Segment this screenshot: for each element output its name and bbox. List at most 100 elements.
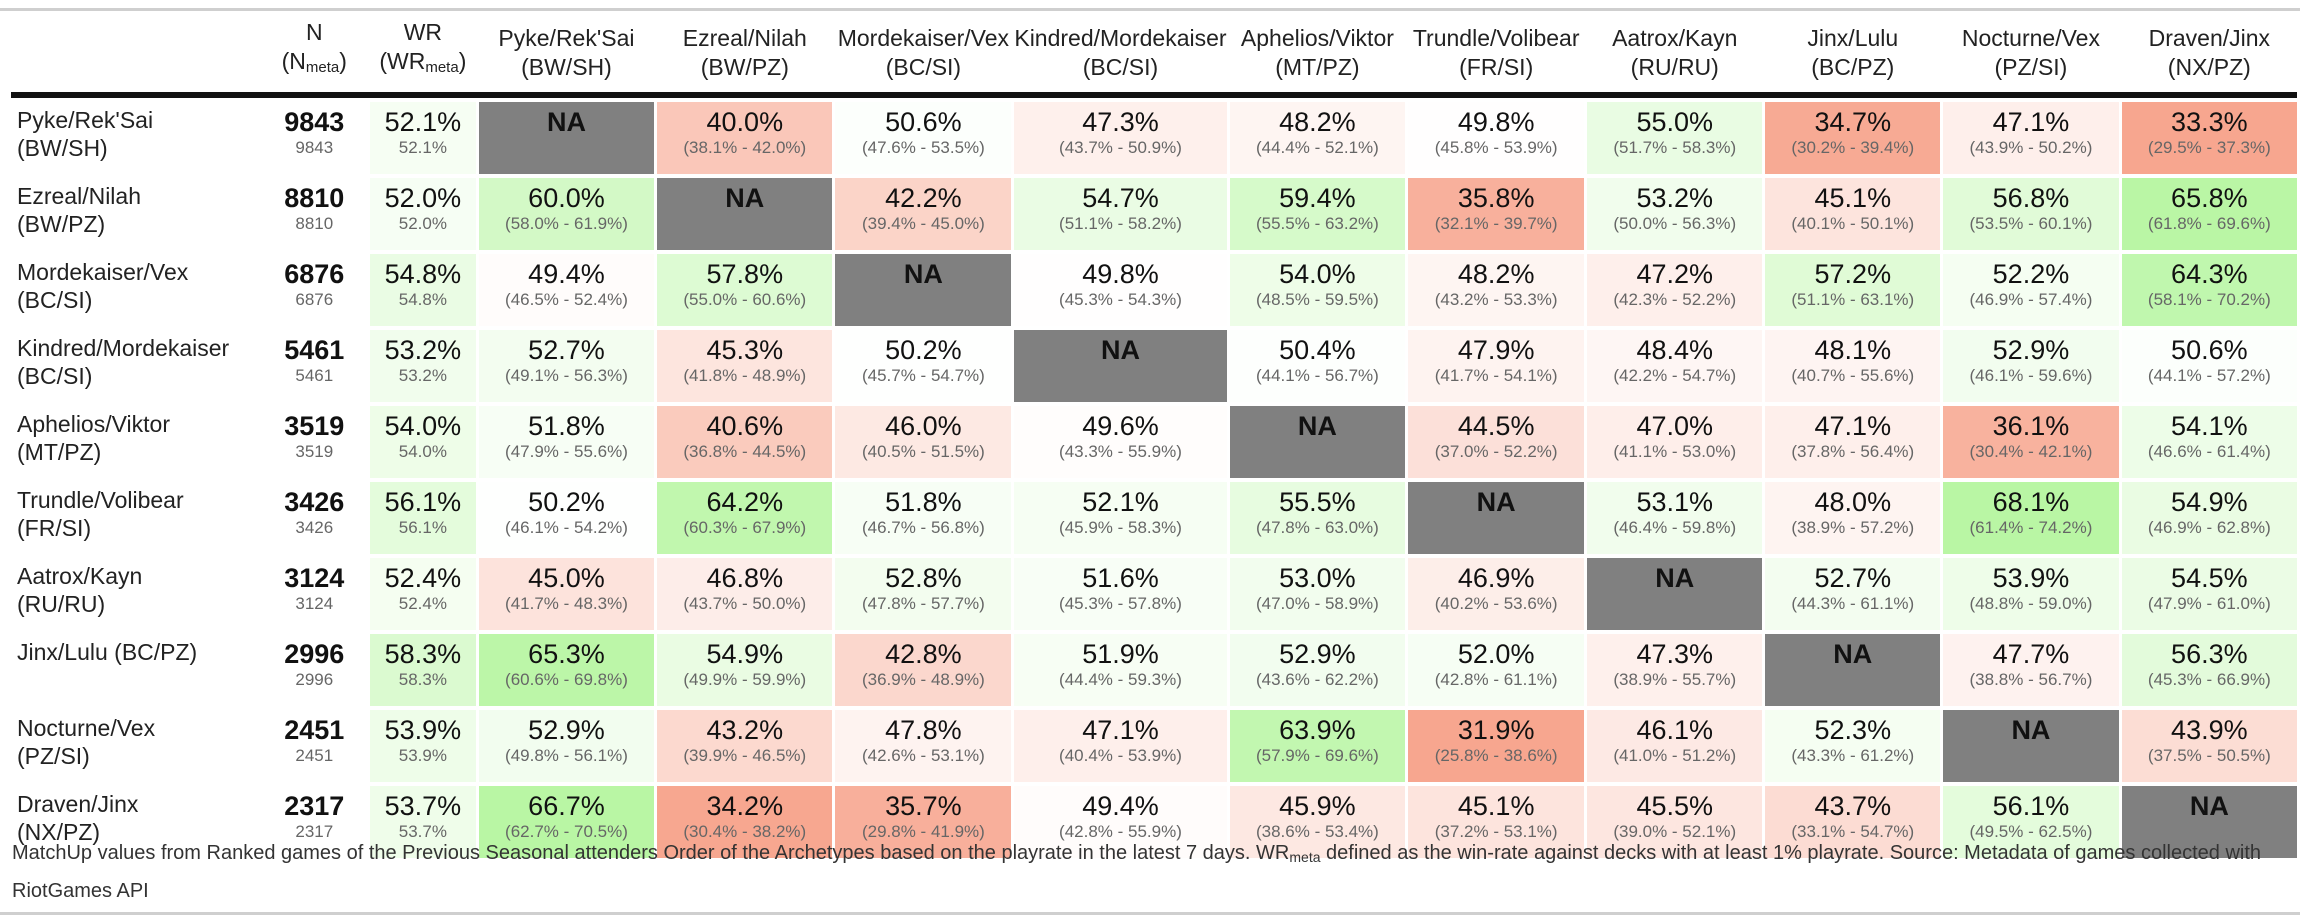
matchup-ci: (37.8% - 56.4%) xyxy=(1791,442,1915,461)
matchup-ci: (55.0% - 60.6%) xyxy=(683,290,807,309)
matchup-winrate: 55.0% xyxy=(1636,107,1714,137)
matchup-winrate: 33.3% xyxy=(2171,107,2248,137)
row-label: Aatrox/Kayn (RU/RU) xyxy=(11,558,259,630)
matchup-ci: (41.0% - 51.2%) xyxy=(1613,746,1737,765)
column-header: Pyke/Rek'Sai (BW/SH) xyxy=(479,18,654,88)
matchup-ci: (47.8% - 57.7%) xyxy=(861,594,985,613)
matchup-winrate: 52.1% xyxy=(1082,487,1159,517)
matchup-winrate: 34.7% xyxy=(1814,107,1892,137)
matchup-winrate: 49.4% xyxy=(1082,791,1159,821)
column-header: Ezreal/Nilah (BW/PZ) xyxy=(657,18,832,88)
wr-cell: 53.2% 53.2% xyxy=(370,330,476,402)
na-cell: NA xyxy=(1943,710,2119,782)
matchup-cell: 56.8% (53.5% - 60.1%) xyxy=(1943,178,2119,250)
matchup-winrate: 65.3% xyxy=(528,639,605,669)
matchup-winrate: 52.9% xyxy=(1992,335,2070,365)
column-header-name: Pyke/Rek'Sai xyxy=(498,25,635,51)
matchup-cell: 59.4% (55.5% - 63.2%) xyxy=(1229,178,1406,250)
matchup-cell: 48.4% (42.2% - 54.7%) xyxy=(1587,330,1763,402)
matchup-cell: 47.1% (43.9% - 50.2%) xyxy=(1943,102,2119,174)
matchup-cell: 43.2% (39.9% - 46.5%) xyxy=(657,710,833,782)
column-header-name: Ezreal/Nilah xyxy=(682,25,807,51)
matchup-cell: 47.1% (37.8% - 56.4%) xyxy=(1765,406,1941,478)
wr-meta-value: 54.8% xyxy=(398,290,447,309)
column-header-name: Jinx/Lulu xyxy=(1807,25,1899,51)
matchup-winrate: 52.2% xyxy=(1992,259,2070,289)
matchup-ci: (42.8% - 55.9%) xyxy=(1059,822,1182,841)
table-row: Mordekaiser/Vex (BC/SI) 6876 6876 54.8% 54.8%… xyxy=(11,254,2297,326)
column-header: Draven/Jinx (NX/PZ) xyxy=(2122,18,2297,88)
matchup-cell: 33.3% (29.5% - 37.3%) xyxy=(2121,102,2297,174)
matchup-ci: (46.1% - 54.2%) xyxy=(505,518,628,537)
wr-meta-label: (WRmeta) xyxy=(379,48,467,76)
matchup-cell: 48.2% (43.2% - 53.3%) xyxy=(1408,254,1585,326)
matchup-cell: 50.4% (44.1% - 56.7%) xyxy=(1229,330,1406,402)
matchup-cell: 47.2% (42.3% - 52.2%) xyxy=(1587,254,1763,326)
matchup-winrate: 43.2% xyxy=(706,715,784,745)
matchup-cell: 54.9% (49.9% - 59.9%) xyxy=(657,634,833,706)
table-row: Nocturne/Vex (PZ/SI) 2451 2451 53.9% 53.9% 52.… xyxy=(11,710,2297,782)
n-meta-value: 2317 xyxy=(295,822,334,841)
matchup-cell: 66.7% (62.7% - 70.5%) xyxy=(478,786,655,858)
matchup-winrate: 51.8% xyxy=(528,411,605,441)
matchup-ci: (45.3% - 66.9%) xyxy=(2147,670,2271,689)
matchup-cell: 54.0% (48.5% - 59.5%) xyxy=(1229,254,1406,326)
wr-cell: 53.9% 53.9% xyxy=(370,710,476,782)
matchup-cell: 68.1% (61.4% - 74.2%) xyxy=(1943,482,2119,554)
matchup-winrate: 51.8% xyxy=(885,487,962,517)
matchup-cell: 45.1% (37.2% - 53.1%) xyxy=(1408,786,1585,858)
table-row: Aatrox/Kayn (RU/RU) 3124 3124 52.4% 52.4% 45.0… xyxy=(11,558,2297,630)
matchup-ci: (37.5% - 50.5%) xyxy=(2147,746,2271,765)
column-header: Aatrox/Kayn (RU/RU) xyxy=(1587,18,1762,88)
matchup-winrate: 47.7% xyxy=(1992,639,2070,669)
matchup-cell: 35.7% (29.8% - 41.9%) xyxy=(835,786,1012,858)
na-cell: NA xyxy=(1229,406,1406,478)
wr-value: 52.0% xyxy=(384,183,462,213)
matchup-winrate: 48.0% xyxy=(1814,487,1892,517)
n-meta-sub: meta xyxy=(305,59,340,76)
row-label: Trundle/Volibear (FR/SI) xyxy=(11,482,259,554)
matchup-winrate: 50.6% xyxy=(885,107,962,137)
column-header-regions: (PZ/SI) xyxy=(1994,54,2068,80)
matchup-winrate: 68.1% xyxy=(1992,487,2070,517)
matchup-winrate: 45.5% xyxy=(1636,791,1714,821)
matchup-winrate: 47.8% xyxy=(885,715,962,745)
matchup-ci: (47.6% - 53.5%) xyxy=(861,138,985,157)
matchup-winrate: 44.5% xyxy=(1457,411,1535,441)
table-row: Ezreal/Nilah (BW/PZ) 8810 8810 52.0% 52.0% 60.… xyxy=(11,178,2297,250)
footnote-part1: MatchUp values from Ranked games of the … xyxy=(12,842,1257,864)
matchup-cell: 56.1% (49.5% - 62.5%) xyxy=(1943,786,2119,858)
column-header-name: Aatrox/Kayn xyxy=(1612,25,1738,51)
matchup-winrate: 34.2% xyxy=(706,791,784,821)
matchup-ci: (36.9% - 48.9%) xyxy=(861,670,985,689)
matchup-ci: (38.9% - 55.7%) xyxy=(1613,670,1737,689)
matchup-cell: 49.4% (42.8% - 55.9%) xyxy=(1014,786,1227,858)
wr-cell: 58.3% 58.3% xyxy=(370,634,476,706)
matchup-winrate: 53.0% xyxy=(1279,563,1356,593)
wr-label: WR xyxy=(403,19,443,45)
matchup-ci: (47.8% - 63.0%) xyxy=(1255,518,1379,537)
matchup-ci: (40.4% - 53.9%) xyxy=(1059,746,1182,765)
row-label: Pyke/Rek'Sai (BW/SH) xyxy=(11,102,259,174)
n-cell: 5461 5461 xyxy=(262,330,367,402)
matchup-ci: (49.5% - 62.5%) xyxy=(1969,822,2093,841)
n-cell: 2317 2317 xyxy=(262,786,367,858)
wr-cell: 54.0% 54.0% xyxy=(370,406,476,478)
matchup-ci: (49.8% - 56.1%) xyxy=(505,746,628,765)
matchup-ci: (51.1% - 63.1%) xyxy=(1791,290,1915,309)
matchup-winrate: NA xyxy=(1100,335,1140,365)
matchup-cell: 55.5% (47.8% - 63.0%) xyxy=(1229,482,1406,554)
matchup-winrate: 52.3% xyxy=(1814,715,1892,745)
matchup-ci: (33.1% - 54.7%) xyxy=(1791,822,1915,841)
column-header-name: Draven/Jinx xyxy=(2148,25,2271,51)
matchup-winrate: 50.6% xyxy=(2171,335,2248,365)
matchup-cell: 52.2% (46.9% - 57.4%) xyxy=(1943,254,2119,326)
na-cell: NA xyxy=(835,254,1012,326)
matchup-cell: 49.8% (45.3% - 54.3%) xyxy=(1014,254,1227,326)
matchup-cell: 54.5% (47.9% - 61.0%) xyxy=(2121,558,2297,630)
matchup-cell: 49.6% (43.3% - 55.9%) xyxy=(1014,406,1227,478)
matchup-ci: (30.2% - 39.4%) xyxy=(1791,138,1915,157)
row-label: Ezreal/Nilah (BW/PZ) xyxy=(11,178,259,250)
corner-cell xyxy=(11,18,259,88)
matchup-winrate: 50.2% xyxy=(528,487,605,517)
